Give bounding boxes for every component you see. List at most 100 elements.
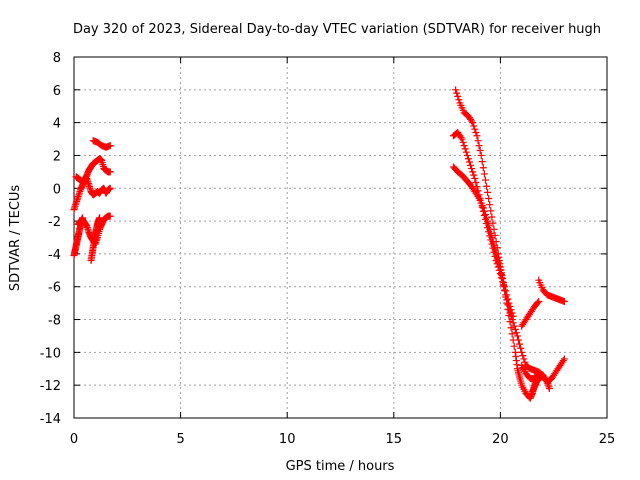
y-tick-label: -12: [40, 379, 61, 394]
grid-layer: [74, 57, 607, 418]
series-track-3: [72, 173, 114, 199]
data-point: [106, 142, 114, 150]
data-point: [462, 148, 470, 156]
data-point: [503, 291, 511, 299]
data-point: [520, 355, 528, 363]
y-tick-label: -2: [48, 215, 61, 230]
data-point: [96, 214, 104, 222]
data-point: [506, 302, 514, 310]
data-point: [507, 306, 515, 314]
data-point: [499, 275, 507, 283]
data-point: [496, 266, 504, 274]
data-point: [470, 171, 478, 179]
data-point: [106, 184, 114, 192]
data-point: [459, 138, 467, 146]
data-point: [479, 204, 487, 212]
data-point: [465, 158, 473, 166]
y-tick-label: -10: [40, 346, 61, 361]
series-track-10: [518, 297, 543, 330]
data-point: [469, 119, 477, 127]
y-tick-label: 0: [53, 182, 61, 197]
x-tick-label: 0: [70, 432, 78, 447]
y-tick-label: -4: [48, 248, 61, 263]
data-point: [510, 322, 518, 330]
data-point: [513, 332, 521, 340]
series-track-11: [535, 276, 568, 305]
data-point: [534, 299, 542, 307]
data-point: [501, 283, 509, 291]
data-point: [460, 142, 468, 150]
data-point: [485, 195, 493, 203]
x-axis-label: GPS time / hours: [286, 459, 395, 474]
data-point: [475, 142, 483, 150]
y-axis-label: SDTVAR / TECUs: [8, 185, 23, 292]
data-point: [477, 151, 485, 159]
data-point: [478, 158, 486, 166]
data-point: [519, 352, 527, 360]
data-point: [484, 217, 492, 225]
series-track-13: [528, 371, 547, 396]
data-point: [467, 161, 475, 169]
data-point: [487, 207, 495, 215]
data-point: [560, 355, 568, 363]
data-point: [468, 165, 476, 173]
data-point: [106, 168, 114, 176]
data-point: [560, 297, 568, 305]
data-point: [511, 325, 519, 333]
data-point: [481, 176, 489, 184]
data-point: [471, 125, 479, 133]
data-point: [510, 342, 518, 350]
data-point: [473, 132, 481, 140]
data-point: [480, 207, 488, 215]
data-point: [509, 312, 517, 320]
data-point: [470, 122, 478, 130]
data-point: [472, 179, 480, 187]
data-point: [508, 309, 516, 317]
data-point: [545, 384, 553, 392]
data-point: [539, 371, 547, 379]
data-point: [480, 170, 488, 178]
data-point: [474, 137, 482, 145]
y-tick-label: -8: [48, 314, 61, 329]
series-track-5: [87, 214, 104, 264]
data-point: [476, 147, 484, 155]
data-point: [479, 164, 487, 172]
data-point: [472, 128, 480, 136]
data-point: [461, 145, 469, 153]
data-point: [493, 254, 501, 262]
data-point: [505, 299, 513, 307]
data-point: [490, 242, 498, 250]
data-point: [454, 92, 462, 100]
data-point: [515, 336, 523, 344]
data-point: [508, 316, 516, 324]
data-point: [521, 358, 529, 366]
y-tick-label: -14: [40, 412, 61, 427]
y-tick-label: -6: [48, 281, 61, 296]
data-point: [535, 297, 543, 305]
data-point: [471, 174, 479, 182]
data-point: [485, 221, 493, 229]
data-point: [453, 89, 461, 97]
data-marks: [70, 86, 568, 402]
data-point: [509, 319, 517, 327]
data-point: [495, 262, 503, 270]
data-point: [481, 211, 489, 219]
data-point: [455, 96, 463, 104]
data-point: [457, 133, 465, 141]
data-point: [502, 287, 510, 295]
data-point: [468, 117, 476, 125]
data-point: [489, 219, 497, 227]
series-track-12: [518, 355, 568, 386]
x-tick-label: 25: [599, 432, 616, 447]
data-point: [512, 329, 520, 337]
data-point: [484, 188, 492, 196]
data-point: [488, 213, 496, 221]
data-point: [517, 344, 525, 352]
data-point: [559, 357, 567, 365]
data-point: [504, 295, 512, 303]
series-track-9: [449, 163, 517, 320]
y-tick-label: 4: [53, 117, 61, 132]
data-point: [469, 168, 477, 176]
data-point: [488, 234, 496, 241]
